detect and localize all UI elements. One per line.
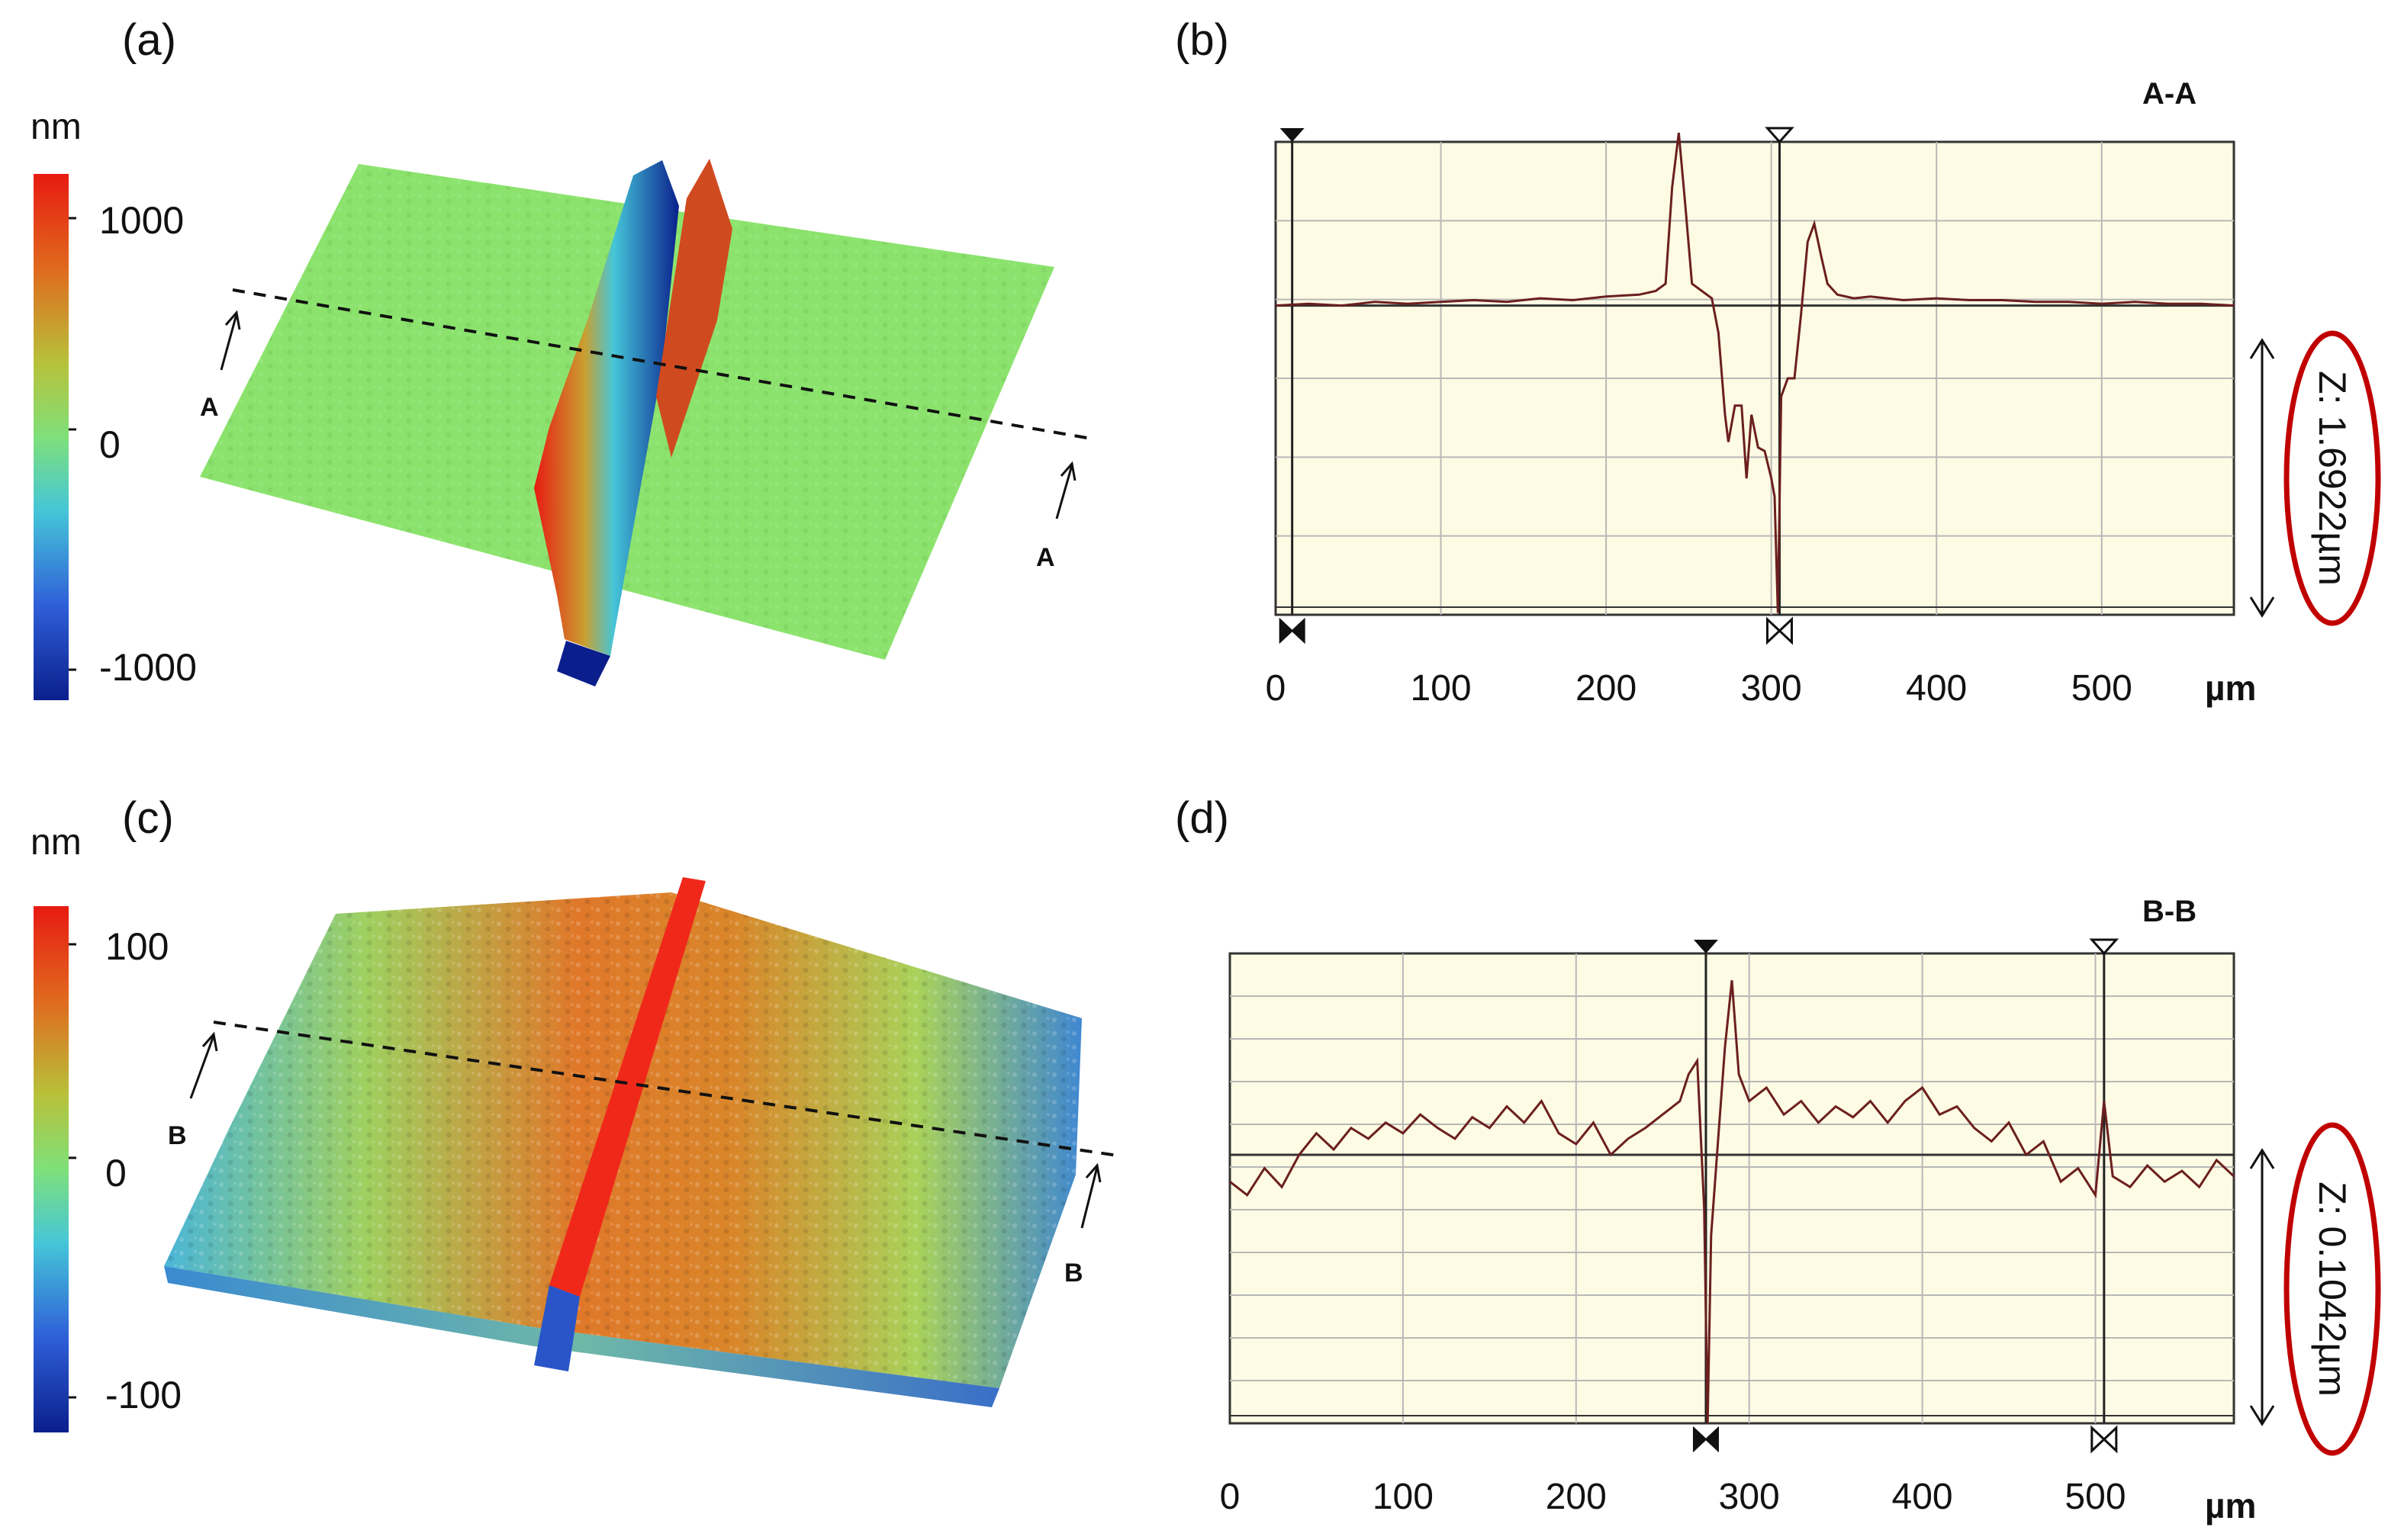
surface-a-ridge [656,159,732,458]
section-marker-a-right: A [1036,461,1077,572]
panel-b: (b) A-A 0 100 200 300 400 500 µm Z: 1.6922µm [1175,15,2381,709]
chart-d-x-unit: µm [2205,1486,2256,1526]
b-cursor-right-marker [1765,127,1794,144]
panel-d-label: (d) [1175,793,1229,843]
panel-c-label: (c) [122,793,174,843]
b-x-tick-100: 100 [1411,668,1472,709]
b-x-tick-400: 400 [1906,668,1967,709]
surface-c-groove [534,1285,580,1371]
chart-b-title: A-A [2142,77,2197,111]
colorbar-c-ticks: 100 0 -100 [69,925,182,1416]
d-x-tick-300: 300 [1719,1477,1780,1517]
colorbar-c [34,906,69,1432]
d-x-tick-100: 100 [1373,1477,1434,1517]
z-range-d-label: Z: 0.1042µm [2311,1182,2354,1397]
section-line-a [232,288,1092,440]
chart-b-x-unit: µm [2205,668,2256,708]
section-marker-a-left: A [200,310,241,422]
d-profile-line [1229,980,2235,1424]
panel-a-label: (a) [122,15,176,65]
d-x-tick-400: 400 [1892,1477,1953,1517]
colorbar-a-unit: nm [31,107,82,147]
colorbar-a [34,174,69,700]
b-x-tick-0: 0 [1266,668,1286,709]
z-range-b-label: Z: 1.6922µm [2311,371,2354,586]
d-cursor-right-bowtie [2090,1425,2118,1454]
surface-c-ridge [549,877,706,1297]
colorbar-a-tick-zero: 0 [99,423,121,466]
b-x-tick-500: 500 [2071,668,2132,709]
chart-b-plot: 0 100 200 300 400 500 [1266,127,2235,709]
colorbar-a-tick-min: -1000 [99,646,197,689]
chart-d-title: B-B [2142,895,2197,928]
b-cursor-right-bowtie [1765,616,1793,645]
section-c-label-left: B [168,1121,187,1150]
d-x-tick-200: 200 [1546,1477,1607,1517]
d-cursor-right-marker [2089,938,2119,956]
surface-c [164,877,1082,1407]
d-plot-area [1228,952,2235,1425]
chart-d-plot: 0 100 200 300 400 500 [1220,938,2235,1517]
b-profile-line [1275,132,2235,613]
b-x-tick-300: 300 [1741,668,1802,709]
z-range-d-ellipse [2283,1122,2381,1456]
colorbar-a-ticks: 1000 0 -1000 [69,199,197,689]
d-x-tick-500: 500 [2065,1477,2126,1517]
d-cursor-left-bowtie [1692,1426,1719,1453]
z-range-b-ellipse [2283,330,2381,626]
colorbar-c-tick-min: -100 [105,1374,182,1416]
panel-d: (d) B-B 0 100 200 300 400 500 µm Z: 0.1042µm [1175,793,2381,1526]
d-x-tick-0: 0 [1220,1477,1241,1517]
colorbar-a-tick-max: 1000 [99,199,184,242]
surface-a [200,159,1054,686]
z-range-b: Z: 1.6922µm [2249,330,2381,626]
colorbar-c-tick-zero: 0 [105,1152,127,1194]
panel-a: (a) nm 1000 0 -1000 A A [31,15,1092,700]
panel-b-label: (b) [1175,15,1229,65]
d-cursor-left-marker [1693,940,1718,953]
section-c-label-right: B [1064,1259,1083,1288]
section-marker-c-left: B [168,1031,218,1150]
section-marker-c-right: B [1064,1162,1102,1288]
colorbar-c-tick-max: 100 [105,925,169,968]
panel-c: (c) nm 100 0 -100 B B [31,793,1118,1432]
colorbar-c-unit: nm [31,822,82,863]
z-range-d: Z: 0.1042µm [2249,1122,2381,1456]
b-cursor-left-marker [1279,128,1305,142]
b-x-tick-200: 200 [1575,668,1637,709]
section-line-c [213,1021,1118,1157]
section-a-label-right: A [1036,543,1055,572]
section-a-label-left: A [200,393,219,422]
b-cursor-left-bowtie [1279,617,1305,645]
surface-a-groove [534,160,679,656]
